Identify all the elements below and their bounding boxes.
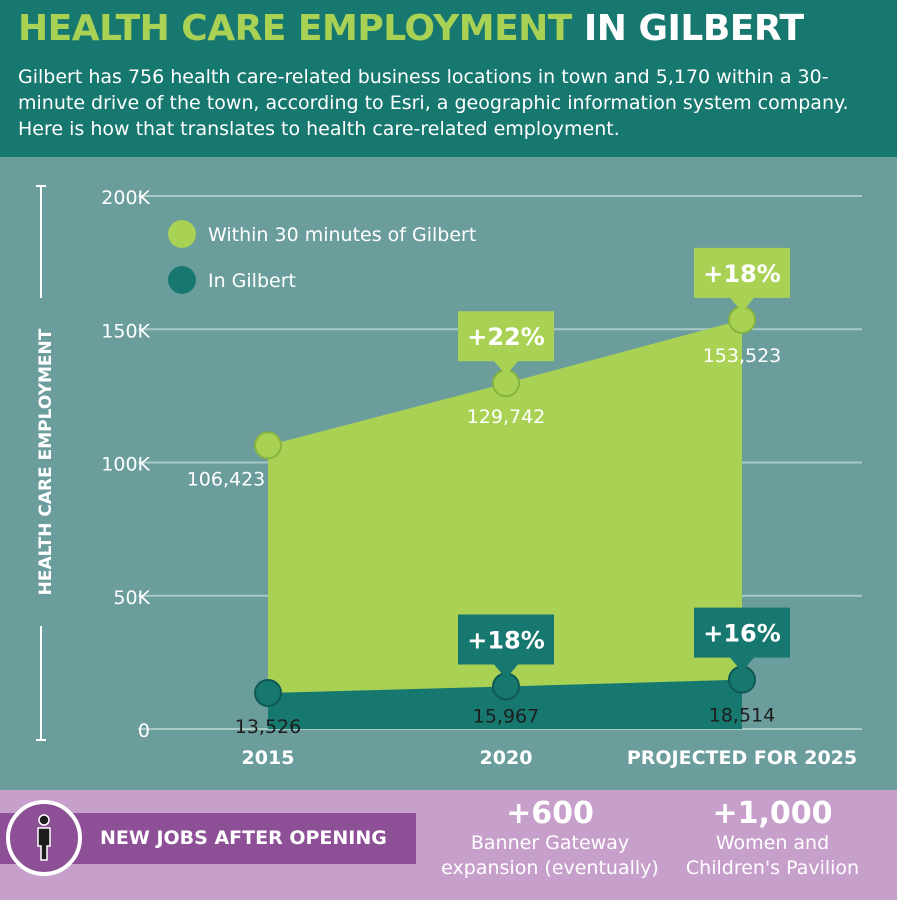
stat-desc-line2: Children's Pavilion bbox=[685, 857, 860, 879]
stat-womens-pavilion: +1,000 Women and Children's Pavilion bbox=[665, 797, 880, 881]
data-point-in-gilbert bbox=[254, 678, 282, 707]
intro-text: Gilbert has 756 health care-related busi… bbox=[18, 66, 849, 140]
change-label-in-gilbert-box bbox=[458, 614, 554, 679]
change-label-in-gilbert: +16% bbox=[703, 620, 781, 648]
value-label-within-30-minutes: 106,423 bbox=[187, 468, 266, 490]
change-label-in-gilbert-box bbox=[694, 607, 790, 672]
stat-value: +600 bbox=[506, 796, 594, 831]
change-label-within-30-minutes-box bbox=[694, 247, 790, 312]
area-within-30-minutes bbox=[268, 319, 742, 729]
y-axis-title: HEALTH CARE EMPLOYMENT bbox=[36, 328, 56, 595]
header: HEALTH CARE EMPLOYMENT IN GILBERT Gilber… bbox=[0, 0, 897, 157]
x-category-label: 2015 bbox=[242, 747, 295, 769]
legend-swatch-within-30-minutes bbox=[168, 220, 196, 248]
x-category-label: PROJECTED FOR 2025 bbox=[627, 747, 857, 769]
stat-desc-line1: Banner Gateway bbox=[470, 832, 630, 854]
title-part1: HEALTH CARE EMPLOYMENT bbox=[18, 8, 572, 49]
x-category-label: 2020 bbox=[480, 747, 533, 769]
change-label-within-30-minutes: +22% bbox=[467, 323, 545, 351]
value-label-within-30-minutes: 129,742 bbox=[467, 406, 546, 428]
change-label-within-30-minutes: +18% bbox=[703, 260, 781, 288]
stat-desc-line2: expansion (eventually) bbox=[441, 857, 659, 879]
legend-swatch-in-gilbert bbox=[168, 266, 196, 294]
y-tick-label: 100K bbox=[101, 454, 150, 476]
new-jobs-label: NEW JOBS AFTER OPENING bbox=[100, 827, 387, 849]
legend-label-in-gilbert: In Gilbert bbox=[208, 270, 296, 292]
area-in-gilbert bbox=[268, 679, 742, 729]
stat-banner-gateway: +600 Banner Gateway expansion (eventuall… bbox=[425, 797, 675, 881]
data-point-within-30-minutes bbox=[254, 431, 282, 460]
value-label-in-gilbert: 15,967 bbox=[473, 705, 539, 727]
stat-value: +1,000 bbox=[712, 796, 833, 831]
employment-chart: 0 50K 100K 150K 200K HEALTH CARE EMPLOYMENT 10… bbox=[36, 185, 862, 769]
y-tick-label: 0 bbox=[138, 720, 150, 742]
value-label-within-30-minutes: 153,523 bbox=[703, 345, 782, 367]
chart-area: 0 50K 100K 150K 200K HEALTH CARE EMPLOYMENT 10… bbox=[0, 157, 897, 790]
value-label-in-gilbert: 18,514 bbox=[709, 705, 775, 727]
change-label-within-30-minutes-box bbox=[458, 311, 554, 376]
page-title: HEALTH CARE EMPLOYMENT IN GILBERT bbox=[18, 8, 804, 49]
y-tick-label: 200K bbox=[101, 187, 150, 209]
stat-desc-line1: Women and bbox=[715, 832, 830, 854]
change-label-in-gilbert: +18% bbox=[467, 626, 545, 654]
legend-label-within-30-minutes: Within 30 minutes of Gilbert bbox=[208, 224, 476, 246]
person-icon bbox=[6, 800, 82, 876]
y-tick-label: 50K bbox=[113, 587, 150, 609]
title-part2: IN GILBERT bbox=[583, 8, 804, 49]
value-label-in-gilbert: 13,526 bbox=[235, 716, 301, 738]
y-tick-label: 150K bbox=[101, 320, 150, 342]
